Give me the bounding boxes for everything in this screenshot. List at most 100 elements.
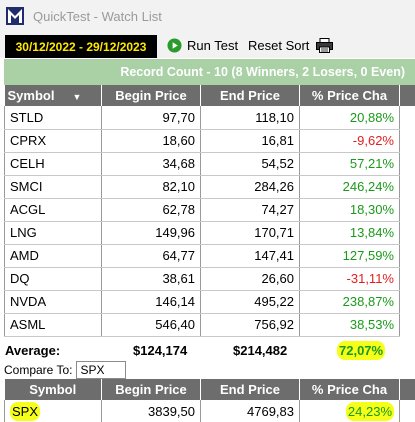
table-header-row: Symbol ▼ Begin Price End Price % Price Ch… (4, 85, 415, 106)
table-row[interactable]: ACGL 62,78 74,27 18,30% (4, 198, 415, 222)
compare-column-symbol[interactable]: Symbol (4, 379, 102, 400)
compare-cell-symbol: SPX (4, 400, 102, 422)
cell-end-price: 284,26 (200, 175, 300, 199)
cell-end-price: 495,22 (200, 290, 300, 314)
header-filler (399, 379, 415, 400)
table-row[interactable]: NVDA 146,14 495,22 238,87% (4, 290, 415, 314)
row-filler (400, 152, 415, 175)
table-row[interactable]: DQ 38,61 26,60 -31,11% (4, 267, 415, 291)
app-logo-icon (6, 7, 24, 25)
cell-begin-price: 97,70 (101, 106, 201, 130)
compare-to-label: Compare To: (4, 363, 73, 377)
row-filler (400, 175, 415, 198)
compare-table: Symbol Begin Price End Price % Price Cha… (4, 379, 415, 422)
cell-begin-price: 82,10 (101, 175, 201, 199)
compare-cell-begin-price: 3839,50 (101, 400, 201, 422)
cell-price-change: 20,88% (299, 106, 400, 130)
row-filler (400, 129, 415, 152)
row-filler (400, 106, 415, 129)
cell-begin-price: 64,77 (101, 244, 201, 268)
row-filler (400, 400, 415, 422)
cell-begin-price: 38,61 (101, 267, 201, 291)
compare-column-begin-price[interactable]: Begin Price (101, 379, 201, 400)
row-filler (400, 221, 415, 244)
row-filler (400, 244, 415, 267)
column-header-end-price[interactable]: End Price (200, 85, 300, 106)
cell-symbol: CELH (4, 152, 102, 176)
cell-symbol: ASML (4, 313, 102, 337)
cell-begin-price: 34,68 (101, 152, 201, 176)
cell-symbol: AMD (4, 244, 102, 268)
average-row: Average: $124,174 $214,482 72,07% (4, 336, 415, 364)
table-row[interactable]: CELH 34,68 54,52 57,21% (4, 152, 415, 176)
cell-end-price: 118,10 (200, 106, 300, 130)
play-icon (167, 37, 182, 53)
cell-price-change: 238,87% (299, 290, 400, 314)
compare-column-end-price[interactable]: End Price (200, 379, 300, 400)
cell-price-change: 246,24% (299, 175, 400, 199)
cell-begin-price: 62,78 (101, 198, 201, 222)
average-price-change: 72,07% (337, 341, 386, 360)
record-count-bar: Record Count - 10 (8 Winners, 2 Losers, … (4, 59, 415, 85)
row-filler (400, 290, 415, 313)
table-row[interactable]: CPRX 18,60 16,81 -9,62% (4, 129, 415, 153)
reset-sort-label: Reset Sort (248, 37, 310, 53)
date-range-field[interactable]: 30/12/2022 - 29/12/2023 (5, 35, 157, 58)
compare-cell-end-price: 4769,83 (200, 400, 300, 422)
toolbar: 30/12/2022 - 29/12/2023 Run Test Reset S… (0, 32, 415, 58)
window-title: QuickTest - Watch List (33, 8, 162, 24)
cell-symbol: DQ (4, 267, 102, 291)
cell-symbol: CPRX (4, 129, 102, 153)
column-header-begin-price[interactable]: Begin Price (101, 85, 201, 106)
cell-price-change: -9,62% (299, 129, 400, 153)
cell-price-change: 18,30% (299, 198, 400, 222)
run-test-button[interactable]: Run Test (167, 36, 238, 54)
watchlist-table: Symbol ▼ Begin Price End Price % Price Ch… (4, 85, 415, 337)
column-header-symbol[interactable]: Symbol ▼ (4, 85, 102, 106)
compare-column-price-change[interactable]: % Price Cha (299, 379, 400, 400)
table-row[interactable]: ASML 546,40 756,92 38,53% (4, 313, 415, 337)
print-button[interactable] (316, 36, 333, 54)
cell-symbol: SMCI (4, 175, 102, 199)
column-header-price-change[interactable]: % Price Cha (299, 85, 400, 106)
table-row[interactable]: LNG 149,96 170,71 13,84% (4, 221, 415, 245)
cell-end-price: 170,71 (200, 221, 300, 245)
title-bar: QuickTest - Watch List (0, 0, 415, 32)
cell-price-change: 127,59% (299, 244, 400, 268)
cell-begin-price: 149,96 (101, 221, 201, 245)
cell-begin-price: 18,60 (101, 129, 201, 153)
cell-end-price: 26,60 (200, 267, 300, 291)
compare-to-row: Compare To: (4, 361, 415, 379)
compare-header-row: Symbol Begin Price End Price % Price Cha (4, 379, 415, 400)
header-filler (399, 85, 415, 106)
table-row[interactable]: SMCI 82,10 284,26 246,24% (4, 175, 415, 199)
run-test-label: Run Test (187, 37, 239, 53)
cell-symbol: LNG (4, 221, 102, 245)
table-row[interactable]: AMD 64,77 147,41 127,59% (4, 244, 415, 268)
cell-price-change: 13,84% (299, 221, 400, 245)
average-end-price: $214,482 (233, 343, 288, 358)
row-filler (400, 313, 415, 336)
row-filler (400, 267, 415, 290)
cell-end-price: 756,92 (200, 313, 300, 337)
cell-begin-price: 546,40 (101, 313, 201, 337)
row-filler (400, 198, 415, 221)
cell-symbol: ACGL (4, 198, 102, 222)
reset-sort-button[interactable]: Reset Sort (248, 36, 309, 54)
average-begin-price: $124,174 (133, 343, 188, 358)
cell-price-change: -31,11% (299, 267, 400, 291)
sort-descending-icon[interactable]: ▼ (72, 92, 82, 102)
cell-price-change: 38,53% (299, 313, 400, 337)
cell-end-price: 74,27 (200, 198, 300, 222)
compare-symbol-input[interactable] (76, 361, 127, 379)
compare-table-row[interactable]: SPX 3839,50 4769,83 24,23% (4, 400, 415, 422)
average-label: Average: (5, 343, 61, 358)
cell-symbol: NVDA (4, 290, 102, 314)
printer-icon (316, 37, 333, 53)
cell-begin-price: 146,14 (101, 290, 201, 314)
cell-price-change: 57,21% (299, 152, 400, 176)
table-row[interactable]: STLD 97,70 118,10 20,88% (4, 106, 415, 130)
compare-cell-price-change: 24,23% (299, 400, 400, 422)
cell-end-price: 54,52 (200, 152, 300, 176)
cell-symbol: STLD (4, 106, 102, 130)
